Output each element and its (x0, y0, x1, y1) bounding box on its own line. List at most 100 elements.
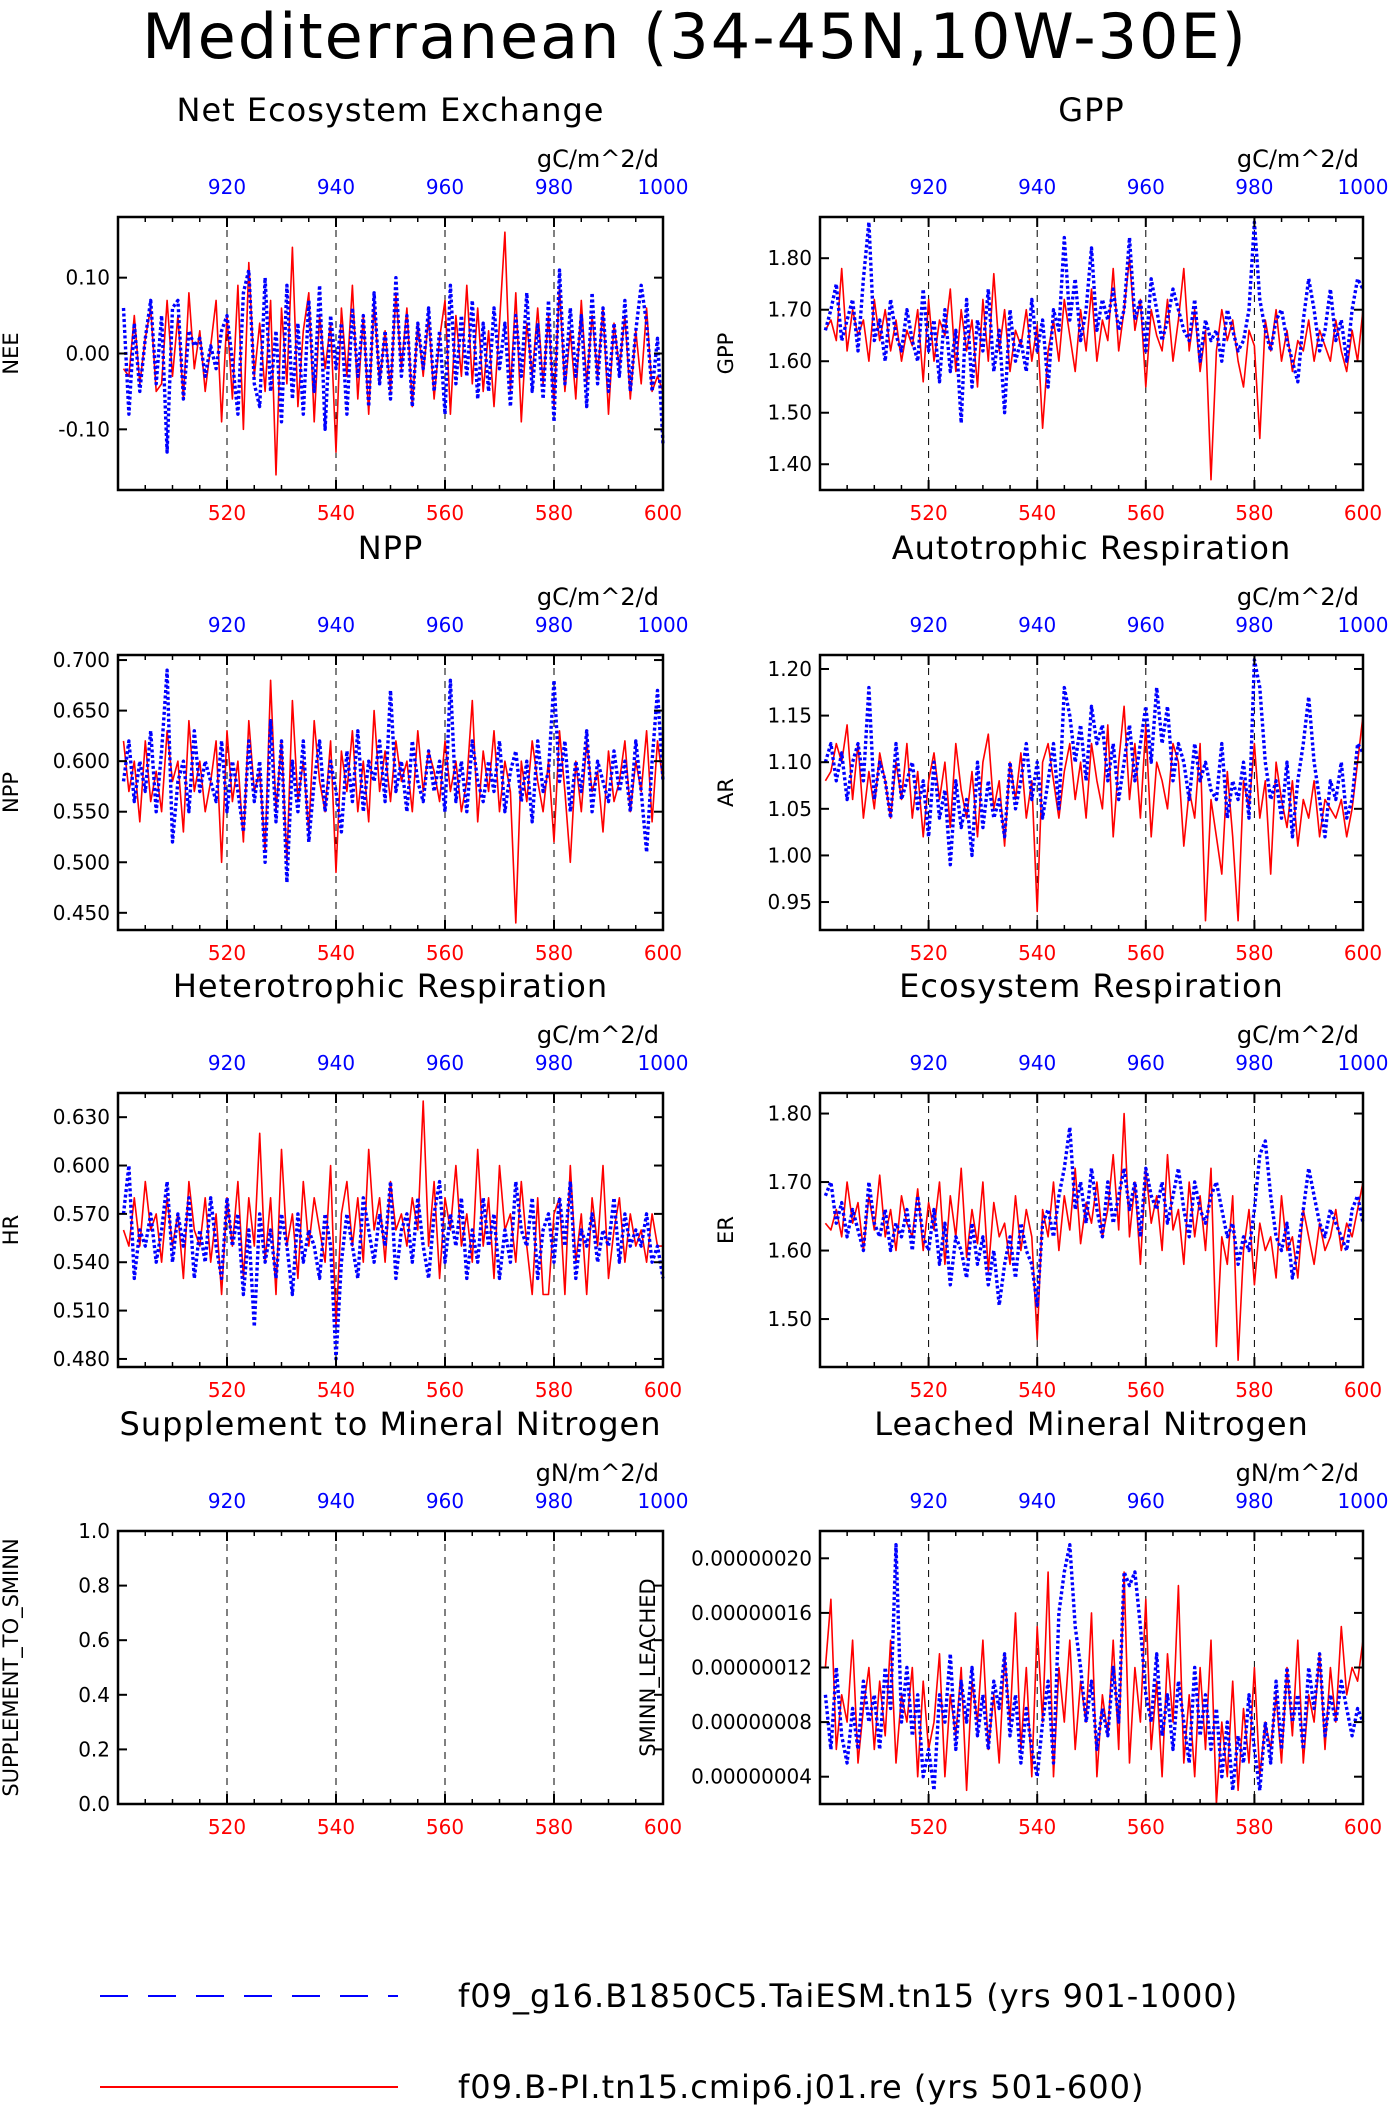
panel-title: Net Ecosystem Exchange (177, 91, 605, 129)
units-label: gC/m^2/d (537, 145, 659, 173)
x-top-tick-label: 940 (1018, 1051, 1056, 1075)
y-tick-label: 1.10 (767, 750, 812, 774)
y-tick-label: 1.20 (767, 657, 812, 681)
y-tick-label: 0.10 (65, 266, 110, 290)
x-top-tick-label: 920 (208, 1051, 246, 1075)
y-axis-label: HR (0, 1215, 23, 1245)
y-tick-label: 1.60 (767, 349, 812, 373)
x-top-tick-label: 960 (1127, 1051, 1165, 1075)
series-line-red (122, 231, 664, 476)
x-top-tick-label: 960 (426, 613, 464, 637)
x-bottom-tick-label: 580 (1235, 941, 1273, 965)
x-top-tick-label: 960 (426, 1051, 464, 1075)
x-top-tick-label: 960 (426, 175, 464, 199)
x-top-tick-label: 1000 (638, 613, 689, 637)
x-top-tick-label: 940 (317, 1489, 355, 1513)
y-tick-label: 1.60 (767, 1239, 812, 1263)
x-top-tick-label: 940 (1018, 175, 1056, 199)
y-tick-label: 0.0 (78, 1792, 110, 1816)
y-tick-label: 0.540 (53, 1250, 110, 1274)
units-label: gN/m^2/d (536, 1459, 659, 1487)
legend: f09_g16.B1850C5.TaiESM.tn15 (yrs 901-100… (100, 1977, 1237, 2106)
series-line-blue (121, 268, 665, 454)
x-bottom-tick-label: 540 (1018, 1378, 1056, 1402)
y-tick-label: 0.480 (53, 1347, 110, 1371)
x-bottom-tick-label: 580 (1235, 1378, 1273, 1402)
series-line-red (824, 1112, 1364, 1361)
series-line-blue (823, 1125, 1365, 1308)
panel-title: Autotrophic Respiration (892, 529, 1292, 567)
x-bottom-tick-label: 600 (644, 941, 682, 965)
x-bottom-tick-label: 600 (644, 1378, 682, 1402)
x-bottom-tick-label: 580 (1235, 1815, 1273, 1839)
units-label: gC/m^2/d (1237, 583, 1359, 611)
units-label: gC/m^2/d (537, 583, 659, 611)
y-tick-label: 0.8 (78, 1574, 110, 1598)
y-tick-label: 0.700 (53, 648, 110, 672)
panel-7: Supplement to Mineral Nitrogen gN/m^2/d 0.… (0, 1405, 688, 1839)
x-top-tick-label: 960 (1127, 613, 1165, 637)
x-bottom-tick-label: 580 (535, 1815, 573, 1839)
series-line-red (824, 1571, 1364, 1805)
figure-title: Mediterranean (34-45N,10W-30E) (142, 0, 1248, 73)
x-bottom-tick-label: 560 (1127, 501, 1165, 525)
x-bottom-tick-label: 540 (317, 1815, 355, 1839)
x-top-tick-label: 980 (1235, 1051, 1273, 1075)
x-bottom-tick-label: 540 (317, 1378, 355, 1402)
x-top-tick-label: 980 (1235, 1489, 1273, 1513)
y-tick-label: 1.50 (767, 1307, 812, 1331)
x-top-tick-label: 940 (1018, 1489, 1056, 1513)
y-tick-label: 0.570 (53, 1202, 110, 1226)
x-bottom-tick-label: 580 (1235, 501, 1273, 525)
y-tick-label: 0.00000020 (691, 1546, 812, 1570)
series-line-blue (121, 668, 665, 885)
y-tick-label: 0.00000004 (691, 1765, 812, 1789)
x-bottom-tick-label: 560 (1127, 941, 1165, 965)
x-top-tick-label: 920 (208, 175, 246, 199)
y-tick-label: 0.4 (78, 1683, 110, 1707)
y-tick-label: 1.50 (767, 401, 812, 425)
x-bottom-tick-label: 580 (535, 501, 573, 525)
y-tick-label: 0.550 (53, 800, 110, 824)
x-bottom-tick-label: 540 (1018, 1815, 1056, 1839)
x-bottom-tick-label: 600 (1344, 1378, 1382, 1402)
x-top-tick-label: 980 (535, 1489, 573, 1513)
y-axis-label: NEE (0, 332, 23, 374)
x-top-tick-label: 980 (535, 613, 573, 637)
panel-1: Net Ecosystem Exchange gC/m^2/d -0.10 0.00 0… (0, 91, 688, 525)
panel-6: Ecosystem Respiration gC/m^2/d 1.50 1.60 1.7… (714, 967, 1388, 1402)
x-bottom-tick-label: 600 (644, 501, 682, 525)
x-top-tick-label: 920 (910, 175, 948, 199)
x-bottom-tick-label: 600 (1344, 941, 1382, 965)
y-tick-label: -0.10 (58, 417, 110, 441)
panel-title: Ecosystem Respiration (899, 967, 1284, 1005)
x-bottom-tick-label: 560 (426, 1815, 464, 1839)
x-bottom-tick-label: 600 (1344, 1815, 1382, 1839)
y-axis-label: SMINN_LEACHED (636, 1578, 661, 1756)
x-top-tick-label: 960 (426, 1489, 464, 1513)
y-axis-label: SUPPLEMENT_TO_SMINN (0, 1538, 24, 1796)
x-bottom-tick-label: 540 (317, 501, 355, 525)
x-top-tick-label: 940 (317, 613, 355, 637)
panel-title: Heterotrophic Respiration (173, 967, 608, 1005)
panel-3: NPP gC/m^2/d 0.450 0.500 0.550 0.600 0.650 0.70… (0, 529, 688, 965)
x-top-tick-label: 940 (317, 175, 355, 199)
x-top-tick-label: 960 (1127, 175, 1165, 199)
x-bottom-tick-label: 560 (1127, 1378, 1165, 1402)
x-bottom-tick-label: 560 (1127, 1815, 1165, 1839)
units-label: gC/m^2/d (1237, 1021, 1359, 1049)
x-top-tick-label: 940 (317, 1051, 355, 1075)
y-tick-label: 1.40 (767, 452, 812, 476)
series-line-red (824, 257, 1364, 481)
y-tick-label: 0.630 (53, 1105, 110, 1129)
y-tick-label: 0.00000008 (691, 1710, 812, 1734)
panel-8: Leached Mineral Nitrogen gN/m^2/d 0.000000… (636, 1405, 1388, 1839)
y-tick-label: 0.95 (767, 890, 812, 914)
panel-title: Supplement to Mineral Nitrogen (120, 1405, 662, 1443)
x-top-tick-label: 980 (535, 175, 573, 199)
panel-title: GPP (1058, 91, 1124, 129)
x-bottom-tick-label: 600 (644, 1815, 682, 1839)
legend-label: f09.B-PI.tn15.cmip6.j01.re (yrs 501-600) (458, 2068, 1144, 2106)
y-axis-label: NPP (0, 772, 23, 813)
